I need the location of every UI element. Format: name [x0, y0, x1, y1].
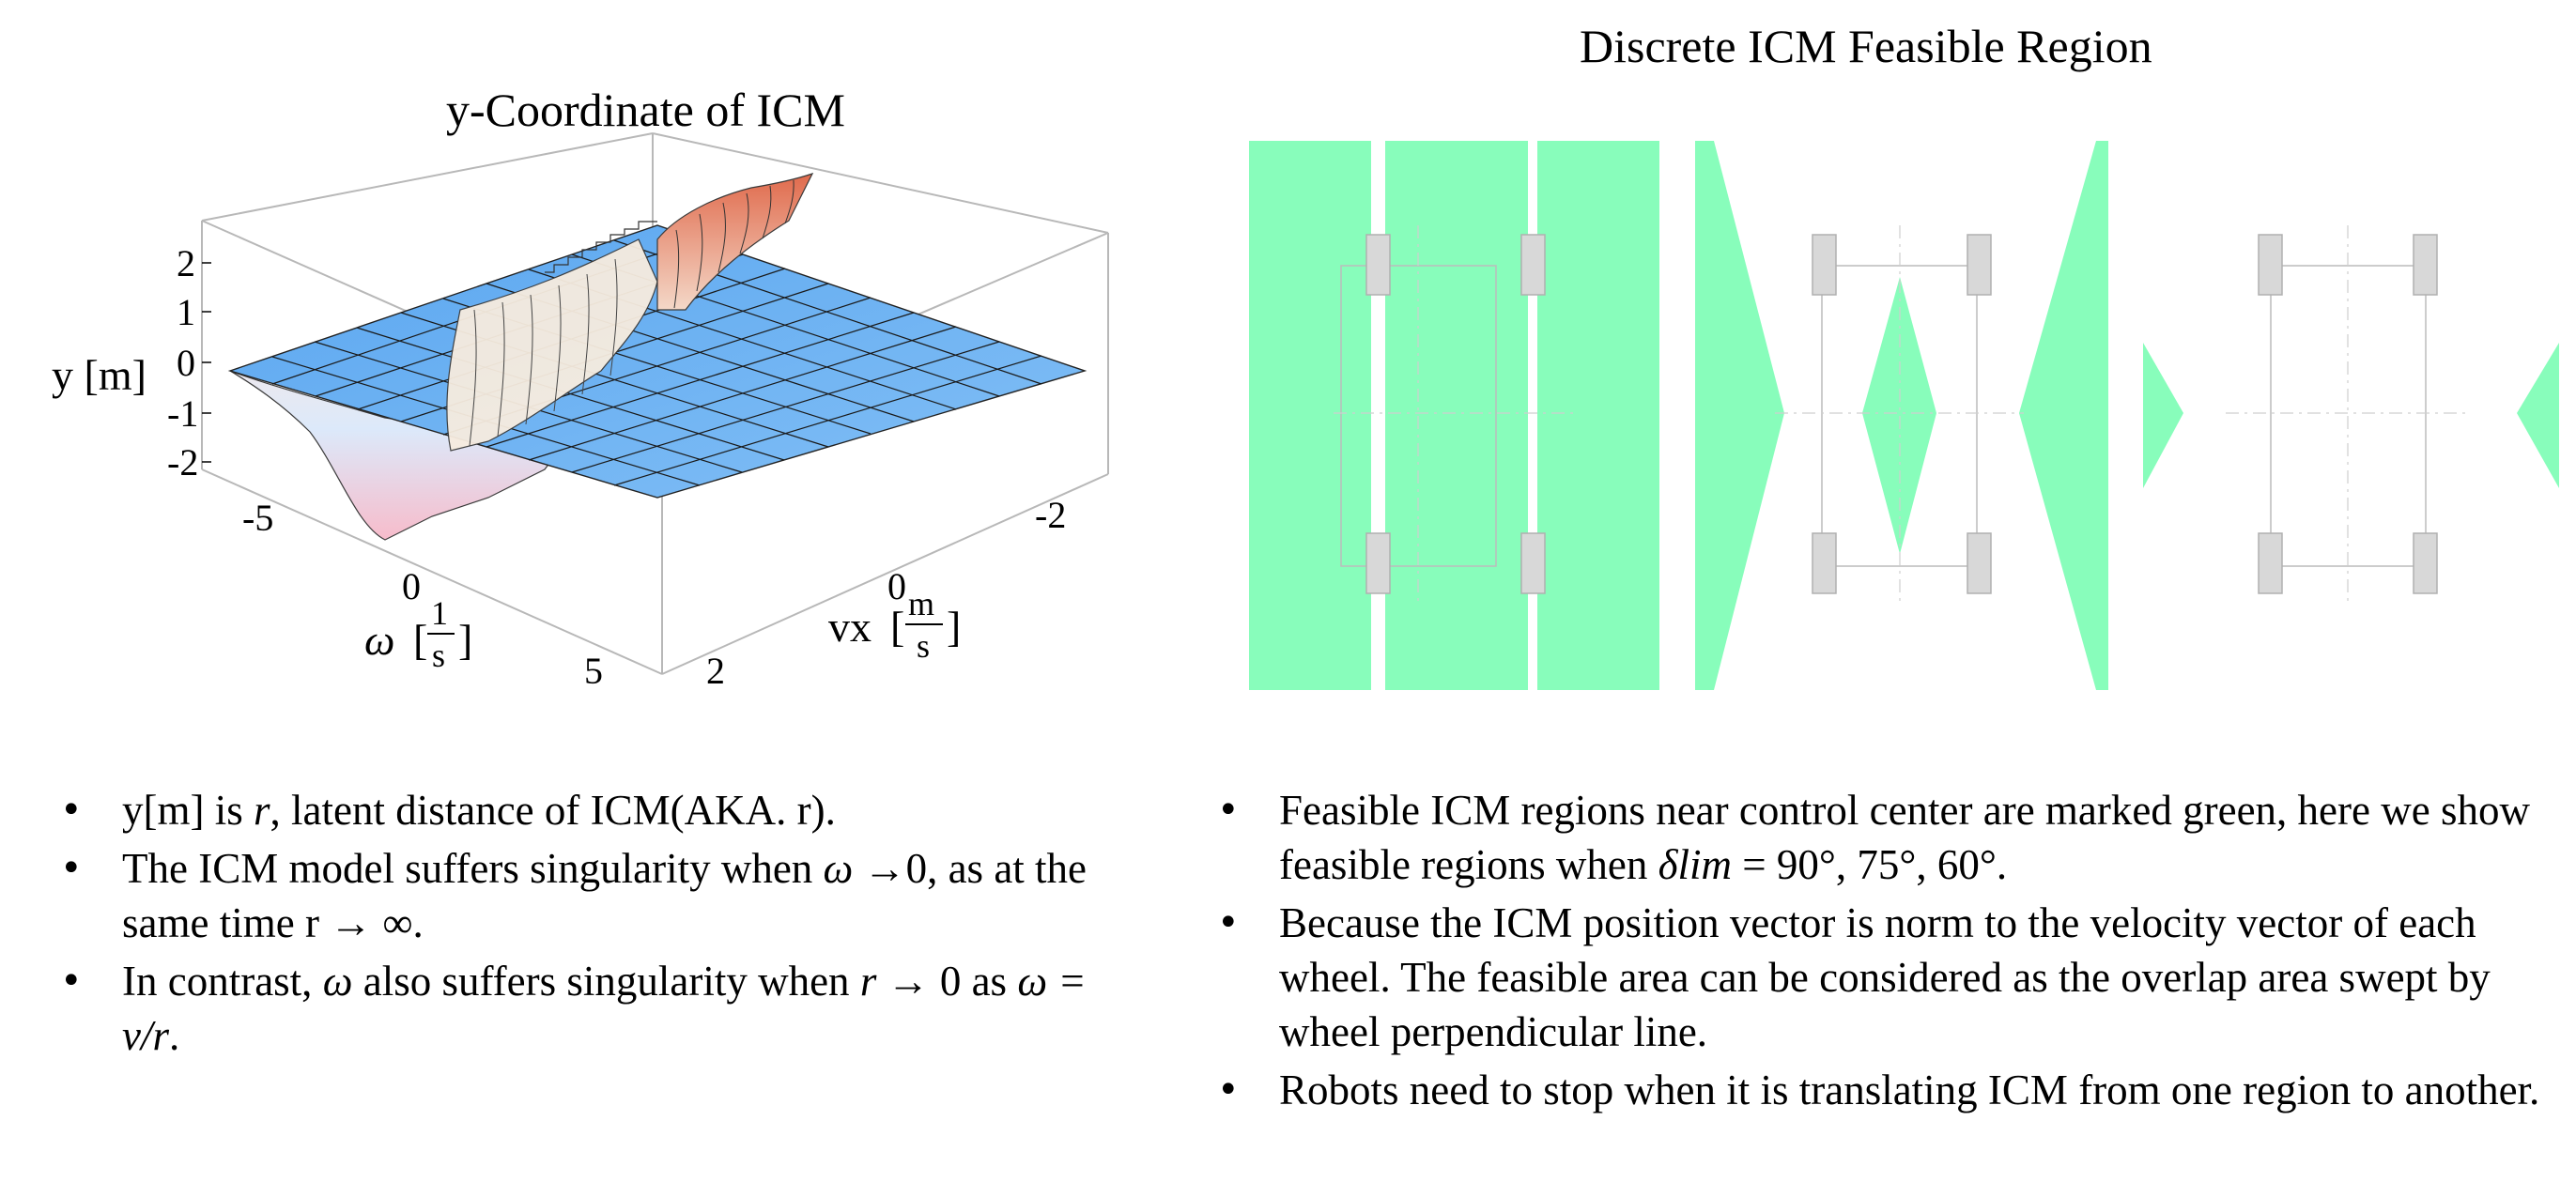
wheel — [1812, 532, 1837, 594]
right-bullet-list: • Feasible ICM regions near control cent… — [1213, 783, 2566, 1121]
feasible-wedge-small-left — [2143, 343, 2183, 488]
bullet-text: , latent distance of ICM(AKA. r). — [270, 787, 836, 834]
vx-tick: -2 — [1035, 494, 1066, 536]
feasible-band-left — [1249, 141, 1371, 690]
feasible-wedge-right — [2019, 141, 2108, 690]
bullet-item: • The ICM model suffers singularity when… — [56, 841, 1089, 950]
surface-red-sheet — [656, 172, 814, 311]
surface-blue-sheet — [227, 224, 1087, 499]
bullet-item: • Robots need to stop when it is transla… — [1213, 1063, 2566, 1117]
omega-axis-label: ω — [364, 616, 394, 664]
bullet-item: • Because the ICM position vector is nor… — [1213, 896, 2566, 1059]
bullet-item: • y[m] is r, latent distance of ICM(AKA.… — [56, 783, 1089, 837]
vx-unit-den: s — [917, 627, 930, 665]
wheel — [2258, 532, 2283, 594]
bullet-item: • Feasible ICM regions near control cent… — [1213, 783, 2566, 892]
vx-bracket-open: [ — [890, 603, 904, 651]
z-tick: -2 — [167, 441, 198, 484]
feasible-region-diagram — [1249, 141, 2559, 690]
z-tick: 1 — [177, 291, 195, 333]
bullet-text: . — [169, 1012, 180, 1059]
bullet-dot: • — [1217, 901, 1240, 944]
vx-tick: 2 — [706, 650, 725, 692]
bullet-text: The ICM model suffers singularity when — [122, 845, 824, 892]
feasible-diamond — [1862, 277, 1936, 554]
omega-bracket-open: [ — [413, 616, 427, 664]
bullet-text: In contrast, — [122, 958, 323, 1005]
red-grid — [673, 179, 794, 309]
bullet-var: ω — [823, 845, 854, 892]
bullet-item: • In contrast, ω also suffers singularit… — [56, 954, 1089, 1063]
bullet-dot: • — [60, 959, 83, 1003]
z-tick: -1 — [167, 392, 198, 435]
omega-tick: 0 — [402, 565, 421, 607]
bullet-equation: ω = v/r — [122, 958, 1087, 1059]
robot-outline — [1334, 225, 1578, 601]
wheel — [2258, 234, 2283, 296]
wheel — [2413, 234, 2438, 296]
surface-plot-title: y-Coordinate of ICM — [446, 84, 845, 136]
feasible-wedge-small-right — [2517, 343, 2559, 488]
icm-surface-plot: 2 1 0 -1 -2 y [m] -5 0 5 -2 0 2 ω [ 1 s … — [52, 132, 1109, 692]
omega-unit-num: 1 — [431, 594, 448, 632]
bullet-var: ω — [322, 958, 353, 1005]
feasible-band-middle — [1385, 141, 1528, 690]
bullet-text: → 0 as — [876, 958, 1018, 1005]
left-bullet-list: • y[m] is r, latent distance of ICM(AKA.… — [56, 783, 1089, 1067]
robot-outline — [2226, 225, 2470, 601]
wheel — [1967, 234, 1992, 296]
robot-outline — [1775, 225, 2024, 601]
vx-axis-label: vx — [828, 603, 872, 651]
wheel — [1365, 532, 1391, 594]
stair-edge — [545, 221, 657, 273]
bullet-dot: • — [1217, 789, 1240, 832]
feasible-band-right — [1537, 141, 1659, 690]
z-tick: 2 — [177, 242, 195, 284]
bullet-dot: • — [60, 789, 83, 832]
vx-bracket-close: ] — [947, 603, 961, 651]
vx-tick: 0 — [887, 565, 906, 607]
vx-unit-num: m — [908, 585, 934, 622]
bullet-text: →0, as at the same time r → ∞. — [122, 845, 1087, 946]
z-tick: 0 — [177, 342, 195, 384]
bullet-text: also suffers singularity when — [352, 958, 860, 1005]
bullet-dot: • — [1217, 1068, 1240, 1112]
omega-tick: -5 — [242, 497, 273, 539]
omega-tick: 5 — [584, 650, 603, 692]
bullet-dot: • — [60, 847, 83, 890]
bullet-text: y[m] is — [122, 787, 254, 834]
bullet-text: = 90°, 75°, 60°. — [1732, 841, 2008, 888]
z-axis — [202, 262, 211, 463]
surface-fold-sheet — [446, 238, 658, 452]
feasible-region-title: Discrete ICM Feasible Region — [1580, 20, 2152, 72]
bullet-var: δlim — [1658, 841, 1733, 888]
wheel — [2413, 532, 2438, 594]
wheel — [1365, 234, 1391, 296]
omega-unit-den: s — [432, 637, 445, 674]
bullet-text: Feasible ICM regions near control center… — [1279, 787, 2530, 888]
omega-bracket-close: ] — [458, 616, 472, 664]
wheel — [1520, 234, 1546, 296]
wheel — [1520, 532, 1546, 594]
bullet-text: Because the ICM position vector is norm … — [1279, 899, 2491, 1055]
z-axis-label: y [m] — [52, 351, 147, 399]
bullet-var: r — [859, 958, 877, 1005]
bullet-text: Robots need to stop when it is translati… — [1279, 1067, 2540, 1113]
fold-grid — [469, 258, 618, 447]
bullet-var: r — [254, 787, 270, 834]
wheel — [1812, 234, 1837, 296]
wheel — [1967, 532, 1992, 594]
feasible-wedge-left — [1695, 141, 1784, 690]
